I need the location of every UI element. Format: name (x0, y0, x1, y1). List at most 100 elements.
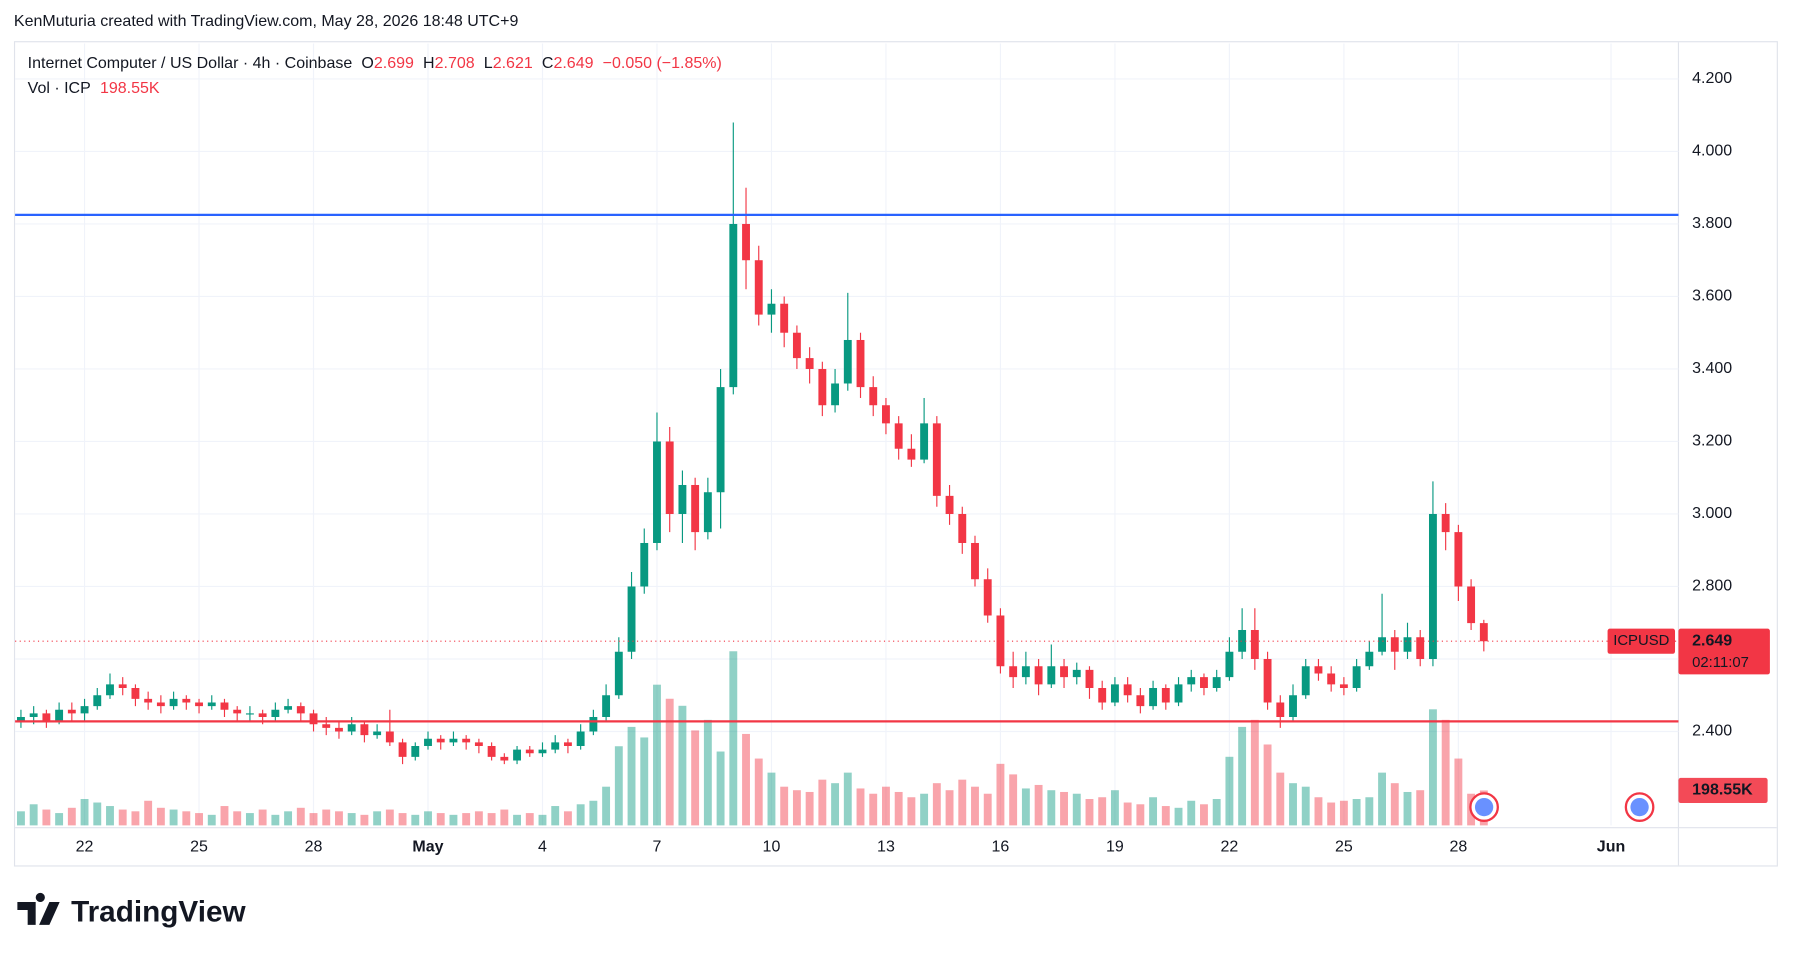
volume-value: 198.55K (100, 80, 160, 97)
candle-body (551, 742, 560, 750)
candle-body (411, 745, 420, 757)
candle-body (1187, 677, 1196, 685)
volume-bar (1047, 790, 1056, 826)
volume-bar (1301, 786, 1310, 826)
candle-body (195, 702, 203, 707)
candle-body (932, 423, 941, 496)
volume-bar (220, 806, 229, 826)
candle-body (640, 542, 649, 587)
candle-body (1339, 684, 1348, 688)
volume-bar (411, 814, 420, 826)
candle-body (17, 716, 25, 721)
volume-bar (93, 802, 102, 826)
volume-bar (818, 779, 827, 826)
candle-body (780, 303, 789, 333)
candle-body (996, 615, 1005, 667)
candle-body (55, 709, 64, 721)
volume-bar (42, 809, 51, 826)
candle-body (1479, 623, 1488, 642)
volume-bar (424, 811, 432, 826)
volume-bar (284, 811, 293, 826)
candle-body (309, 713, 318, 725)
candle-body (1009, 666, 1018, 678)
candle-body (487, 745, 496, 757)
volume-bar (55, 813, 64, 826)
price-badge (1678, 628, 1770, 675)
x-tick-label: 28 (1449, 838, 1467, 855)
volume-bar (1416, 790, 1425, 826)
candle-body (983, 579, 992, 616)
candle-body (882, 405, 890, 424)
volume-bar (945, 790, 954, 826)
candle-body (29, 713, 38, 717)
candle-body (920, 423, 929, 460)
candle-body (424, 738, 432, 746)
volume-bar (703, 719, 712, 826)
candle-body (614, 651, 623, 696)
volume-bar (29, 804, 38, 826)
candle-body (271, 709, 280, 717)
candle-body (1021, 666, 1030, 678)
candle-body (1123, 684, 1132, 696)
volume-bar (1200, 804, 1208, 826)
volume-bar (602, 786, 611, 826)
legend-header: Internet Computer / US Dollar · 4h · Coi… (28, 55, 722, 72)
volume-bar (1085, 799, 1094, 826)
volume-bar (1263, 744, 1272, 826)
candle-body (805, 358, 814, 369)
volume-bar (754, 758, 763, 826)
volume-bar (1060, 791, 1068, 826)
volume-bar (869, 793, 878, 826)
candle-body (1314, 666, 1323, 674)
price-label: 2.649 (1692, 632, 1732, 649)
volume-bar (627, 726, 636, 826)
candle-body (563, 742, 572, 746)
volume-bar (1327, 802, 1336, 826)
volume-bar (296, 807, 305, 826)
volume-bar (385, 809, 394, 826)
candle-body (245, 713, 254, 715)
y-tick-label: 4.000 (1692, 143, 1732, 160)
volume-bar (729, 651, 738, 826)
candle-body (513, 749, 521, 761)
volume-bar (449, 814, 458, 826)
x-tick-label: 25 (1335, 838, 1353, 855)
candle-body (284, 706, 293, 710)
x-tick-label: Jun (1597, 838, 1625, 855)
candle-body (449, 738, 458, 743)
volume-bar (551, 806, 560, 826)
volume-bar (144, 800, 153, 826)
volume-bar (80, 799, 89, 826)
candle-body (1060, 666, 1068, 678)
candle-body (360, 724, 369, 736)
candle-body (869, 387, 878, 406)
volume-bar (640, 737, 649, 826)
candle-body (1212, 677, 1221, 688)
candle-body (602, 695, 611, 717)
candle-body (907, 448, 916, 460)
x-tick-label: 22 (1221, 838, 1239, 855)
l-letter: L (484, 55, 493, 72)
volume-bar (767, 772, 776, 826)
volume-badge (1678, 777, 1768, 804)
candle-body (1365, 651, 1374, 667)
candle-body (742, 223, 750, 261)
y-tick-label: 2.800 (1692, 578, 1732, 595)
volume-bar (1072, 793, 1081, 826)
candle-body (767, 303, 776, 315)
volume-bar (474, 811, 483, 826)
volume-bar (309, 813, 318, 826)
brand-logo: TradingView (17, 892, 247, 928)
candle-body (1085, 669, 1094, 688)
h-letter: H (423, 55, 435, 72)
volume-bar (233, 811, 242, 826)
volume-bar (983, 793, 992, 826)
volume-bar (258, 809, 267, 826)
candle-body (843, 339, 852, 384)
volume-bar (780, 786, 789, 826)
candle-body (385, 731, 394, 743)
volume-bar (373, 811, 382, 826)
volume-bar (843, 772, 852, 826)
volume-bar (1365, 797, 1374, 826)
